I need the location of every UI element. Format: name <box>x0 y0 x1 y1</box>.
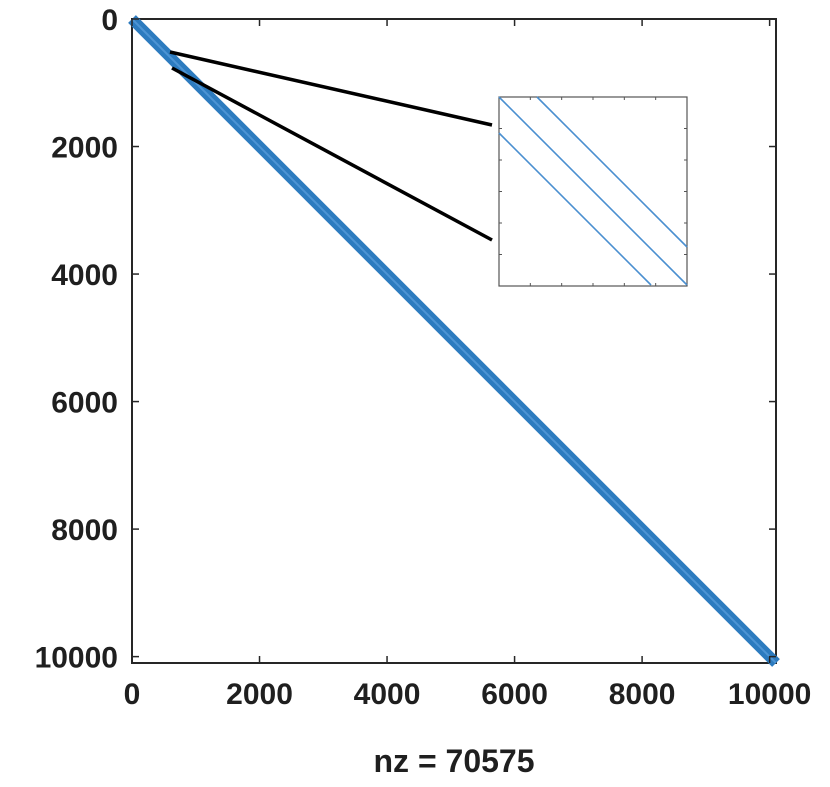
y-tick-label: 2000 <box>51 132 118 165</box>
y-tick-label: 8000 <box>51 514 118 547</box>
inset-diagonal-upper <box>536 96 688 248</box>
diagonal-band-inner <box>131 18 777 664</box>
x-tick-label: 10000 <box>728 678 811 711</box>
x-tick-label: 2000 <box>226 678 293 711</box>
inset-diagonal-lower <box>498 132 652 286</box>
zoom-pointer-line-top <box>169 50 493 127</box>
x-axis: 0 2000 4000 6000 8000 10000 <box>124 19 811 711</box>
y-tick-label: 10000 <box>35 642 118 675</box>
x-tick-label: 4000 <box>354 678 421 711</box>
zoom-inset <box>498 96 688 287</box>
inset-diagonal-main <box>498 96 688 286</box>
inset-ticks <box>499 97 687 286</box>
x-axis-label: nz = 70575 <box>374 743 535 779</box>
y-tick-label: 0 <box>101 4 118 37</box>
y-tick-label: 4000 <box>51 259 118 292</box>
y-tick-label: 6000 <box>51 387 118 420</box>
zoom-pointer-line-bottom <box>171 66 493 242</box>
x-tick-label: 8000 <box>609 678 676 711</box>
x-tick-label: 0 <box>124 678 141 711</box>
x-tick-label: 6000 <box>481 678 548 711</box>
y-axis: 0 2000 4000 6000 8000 10000 <box>35 4 776 675</box>
